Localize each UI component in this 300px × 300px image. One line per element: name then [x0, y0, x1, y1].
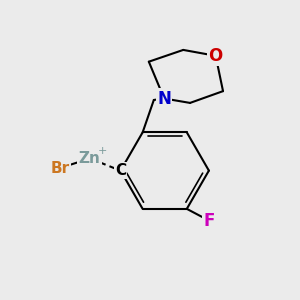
Text: N: N	[157, 89, 171, 107]
Text: C: C	[115, 163, 126, 178]
Text: Zn: Zn	[79, 151, 101, 166]
Text: +: +	[98, 146, 108, 156]
Text: Br: Br	[51, 161, 70, 176]
Text: O: O	[208, 47, 223, 65]
Text: F: F	[203, 212, 214, 230]
